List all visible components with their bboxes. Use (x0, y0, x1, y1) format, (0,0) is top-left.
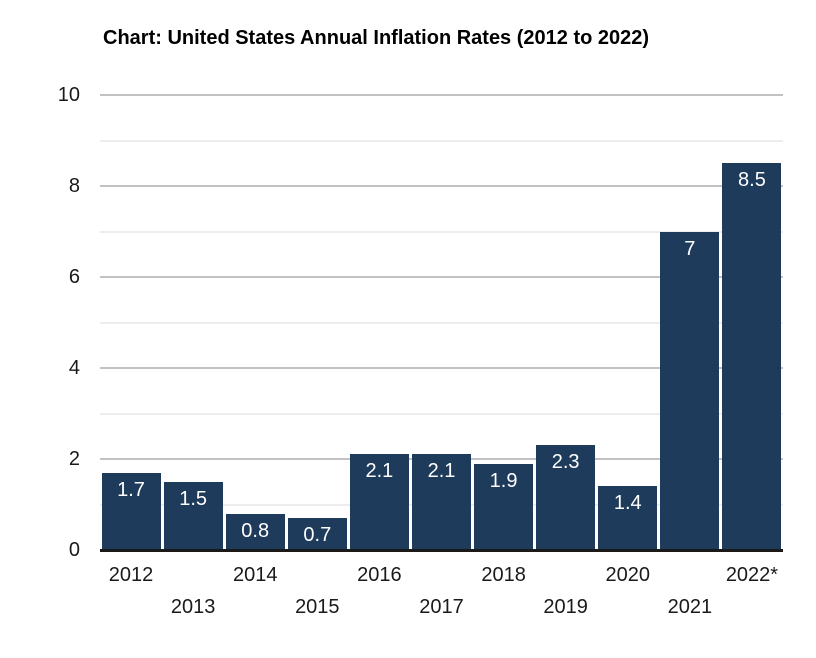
x-tick-label-2016: 2016 (357, 564, 402, 586)
bar-2015 (287, 518, 347, 550)
minor-gridline-7 (100, 230, 783, 233)
x-tick-label-2015: 2015 (295, 596, 340, 618)
bar-value-label-2019: 2.3 (551, 451, 580, 474)
bar-value-label-2014: 0.8 (241, 519, 270, 542)
x-tick-label-2013: 2013 (170, 596, 216, 618)
bar-value-label-2015: 0.7 (303, 524, 332, 547)
bar-value-label-2016: 2.1 (365, 460, 394, 483)
x-tick-label-2014: 2014 (232, 564, 278, 586)
bar-2013 (163, 481, 223, 550)
major-gridline-8 (100, 185, 783, 187)
bar-value-label-2012: 1.7 (117, 478, 145, 501)
y-tick-label-8: 8 (68, 175, 80, 197)
bar-2022* (722, 163, 782, 550)
bar-value-label-2018: 1.9 (489, 469, 518, 492)
x-tick-label-2022*: 2022* (725, 564, 779, 586)
bar-2012 (101, 472, 161, 550)
bar-value-label-2017: 2.1 (427, 460, 456, 483)
x-tick-label-2018: 2018 (481, 564, 526, 586)
y-tick-label-2: 2 (68, 448, 80, 470)
minor-gridline-9 (100, 139, 783, 142)
y-tick-label-4: 4 (68, 357, 80, 379)
x-tick-label-2012: 2012 (108, 564, 154, 586)
bar-2018 (474, 463, 534, 550)
bar-value-label-2013: 1.5 (179, 487, 208, 510)
major-gridline-6 (100, 276, 783, 278)
bar-value-label-2020: 1.4 (613, 492, 642, 515)
bar-2014 (225, 513, 285, 550)
x-tick-label-2020: 2020 (605, 564, 651, 586)
major-gridline-10 (100, 94, 783, 96)
minor-gridline-3 (100, 412, 783, 415)
bar-2017 (411, 454, 472, 550)
x-tick-label-2017: 2017 (419, 596, 464, 618)
bar-2021 (660, 231, 720, 550)
y-tick-label-10: 10 (57, 84, 80, 106)
x-tick-label-2021: 2021 (667, 596, 713, 618)
bar-2019 (536, 445, 596, 550)
bar-2020 (598, 486, 658, 550)
bar-value-label-2022*: 8.5 (738, 169, 766, 192)
chart-title: Chart: United States Annual Inflation Ra… (103, 27, 650, 49)
y-tick-label-6: 6 (68, 266, 80, 288)
major-gridline-4 (100, 367, 783, 369)
x-axis-line (100, 549, 783, 552)
x-tick-label-2019: 2019 (543, 596, 588, 618)
bar-2016 (349, 454, 409, 550)
y-tick-label-0: 0 (68, 539, 80, 561)
minor-gridline-5 (100, 321, 783, 324)
bar-value-label-2021: 7 (684, 237, 696, 260)
